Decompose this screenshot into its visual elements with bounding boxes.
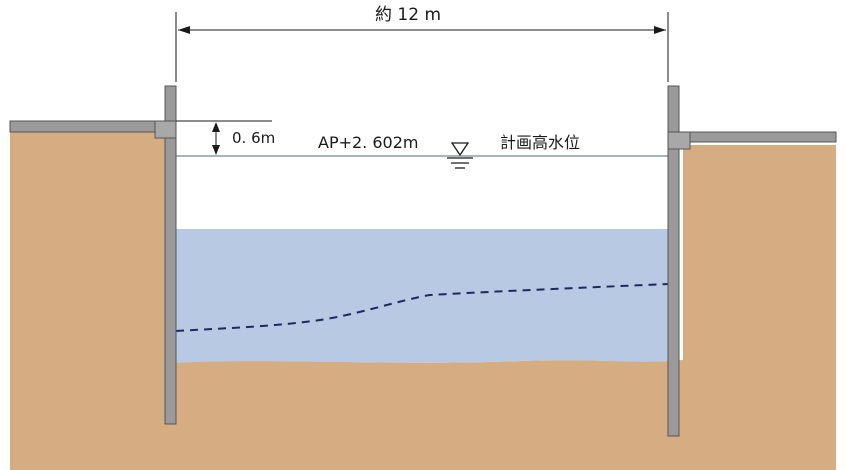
freeboard-label: 0. 6m: [232, 129, 275, 147]
left-sheet-pile: [164, 85, 177, 425]
riverbed-soil: [165, 360, 683, 470]
freeboard-arrow-bottom: [212, 145, 220, 155]
width-label: 約 12 m: [375, 5, 441, 25]
freeboard-arrow-top: [212, 122, 220, 132]
ground-soil: [10, 132, 836, 470]
width-arrow-left: [178, 26, 190, 34]
left-wall-cap: [154, 120, 177, 139]
right-bank-top: [689, 131, 837, 143]
right-wall-cap: [667, 131, 691, 150]
water-level-caption: 計画高水位: [500, 133, 580, 152]
dashed-riverbed-line: [175, 283, 669, 332]
water-level-value: AP+2. 602m: [318, 133, 418, 152]
water-level-symbol: [447, 142, 473, 169]
left-bank-top: [9, 120, 156, 133]
right-sheet-pile: [667, 85, 680, 437]
width-arrow-right: [654, 26, 666, 34]
river-water: [176, 229, 668, 363]
